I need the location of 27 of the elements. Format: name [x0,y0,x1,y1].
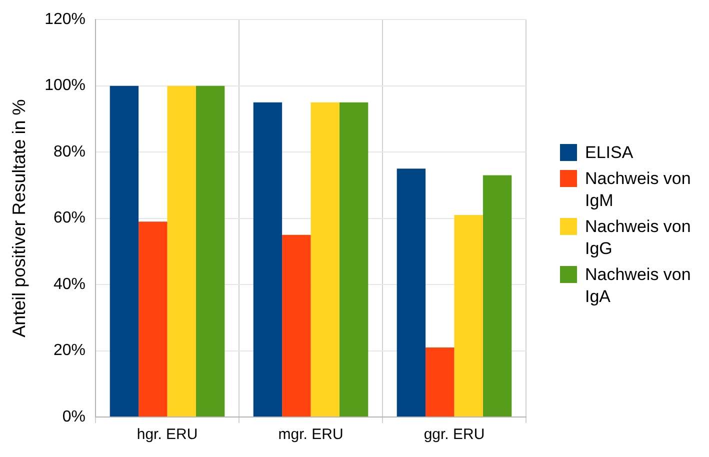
y-tick-label: 80% [53,143,86,160]
bar [310,102,340,416]
legend-label: ELISA [585,142,634,164]
bar [339,102,368,416]
bar [167,86,196,416]
legend-label: Nachweis von IgA [585,264,692,308]
x-tick-label: ggr. ERU [424,426,485,444]
bar [282,234,311,416]
bar [196,86,225,416]
bar [253,102,282,416]
x-tick-label: hgr. ERU [136,426,198,444]
y-tick-label: 120% [44,11,86,28]
bar [426,347,454,416]
y-tick-label: 40% [53,276,86,293]
bar [138,222,168,416]
bar [110,86,139,416]
legend-label: Nachweis von IgM [585,168,692,212]
y-tick-label: 100% [44,77,86,94]
bar [454,214,483,416]
bar [482,175,512,416]
legend-label: Nachweis von IgG [585,216,692,260]
x-tick-label: mgr. ERU [278,426,344,444]
y-tick-label: 0% [62,408,86,426]
y-tick-label: 60% [53,210,86,227]
y-axis-title: Anteil positiver Resultate in % [8,99,29,338]
bar [396,168,426,416]
y-tick-label: 20% [53,342,86,360]
